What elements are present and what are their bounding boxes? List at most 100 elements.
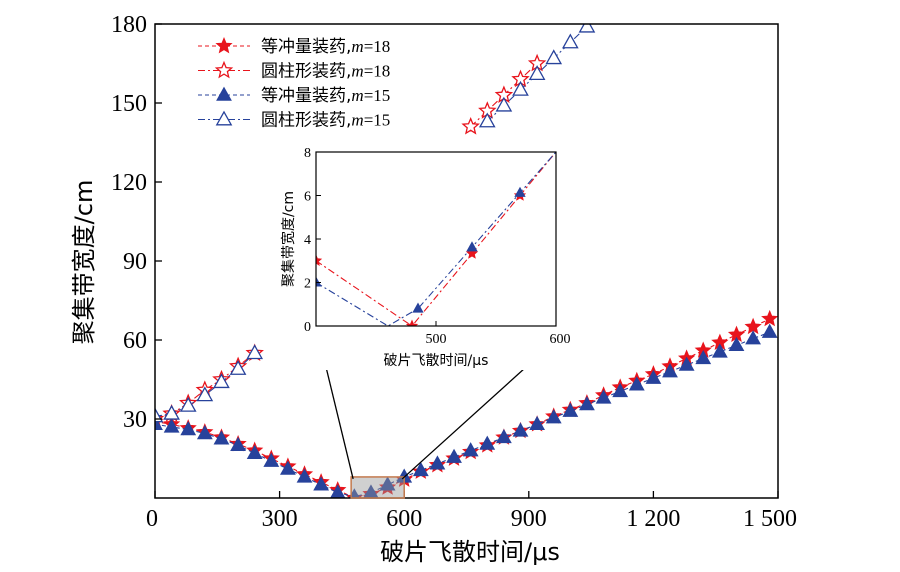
legend-label: 等冲量装药,m=15 xyxy=(261,86,390,106)
data-point xyxy=(230,436,246,452)
inset-series-2 xyxy=(316,152,556,326)
data-point xyxy=(196,425,213,440)
inset-y-tick-label: 6 xyxy=(304,190,311,205)
inset-data-point xyxy=(514,186,526,197)
data-point xyxy=(263,452,280,467)
y-tick-label: 150 xyxy=(111,91,147,117)
data-point xyxy=(246,444,263,459)
y-tick-label: 180 xyxy=(111,12,147,38)
data-point xyxy=(379,476,396,491)
legend-item: 等冲量装药,m=18 xyxy=(198,36,390,57)
data-point xyxy=(246,344,264,360)
data-point xyxy=(446,448,462,463)
data-point xyxy=(296,468,313,483)
data-point xyxy=(728,336,745,351)
data-point xyxy=(196,386,214,402)
data-point xyxy=(330,484,346,498)
y-tick-label: 30 xyxy=(123,407,147,433)
data-point xyxy=(678,356,695,371)
data-point xyxy=(695,350,712,365)
data-point xyxy=(313,476,330,491)
data-point xyxy=(562,402,579,417)
legend-label-m: m xyxy=(351,86,363,105)
inset-data-point xyxy=(316,276,322,287)
data-point xyxy=(761,309,778,327)
y-tick-label: 60 xyxy=(123,328,147,354)
data-point xyxy=(529,415,546,430)
inset-series-layer xyxy=(316,152,556,326)
legend-label: 圆柱形装药,m=18 xyxy=(261,62,390,82)
inset-series-1 xyxy=(316,152,556,326)
legend-label-suffix: =18 xyxy=(364,37,391,56)
inset-data-point xyxy=(465,246,479,259)
legend-label: 等冲量装药,m=18 xyxy=(261,37,390,57)
inset-x-axis-title: 破片飞散时间/μs xyxy=(384,353,489,369)
x-tick-label: 0 xyxy=(146,506,158,532)
data-point xyxy=(596,3,610,16)
x-tick-label: 900 xyxy=(511,506,547,532)
data-point xyxy=(462,442,479,457)
inset-series-line xyxy=(316,152,556,326)
inset-data-point xyxy=(466,241,478,252)
data-point xyxy=(179,396,197,412)
data-point xyxy=(578,24,596,33)
data-point xyxy=(363,484,379,498)
x-tick-label: 1 500 xyxy=(743,506,797,532)
data-point xyxy=(213,430,230,445)
data-point xyxy=(479,435,496,450)
legend-label-m: m xyxy=(351,111,363,130)
x-tick-label: 300 xyxy=(262,506,298,532)
data-point xyxy=(662,363,678,378)
inset-y-tick-label: 8 xyxy=(304,146,311,161)
legend-label-suffix: =18 xyxy=(364,62,391,81)
data-point xyxy=(412,461,429,477)
data-point xyxy=(280,460,296,475)
zoom-box xyxy=(350,476,405,499)
data-point xyxy=(180,421,197,436)
data-point xyxy=(711,343,728,358)
legend-label: 圆柱形装药,m=15 xyxy=(261,111,390,131)
data-point xyxy=(429,455,446,470)
legend-label-prefix: 圆柱形装药, xyxy=(261,111,351,131)
inset-y-axis-title: 聚集带宽度/cm xyxy=(280,191,297,287)
inset-axis-ticks: 0 2 4 6 8 500 600 xyxy=(304,146,571,347)
legend-label-suffix: =15 xyxy=(364,111,391,130)
inset-x-tick-label: 500 xyxy=(426,332,447,347)
legend-marker xyxy=(216,86,232,101)
x-tick-label: 1 200 xyxy=(626,506,680,532)
x-tick-label: 600 xyxy=(386,506,422,532)
data-point xyxy=(645,369,662,384)
legend-marker xyxy=(214,60,234,79)
inset-series-line xyxy=(316,152,556,326)
legend-label-m: m xyxy=(351,37,363,56)
legend-label-prefix: 等冲量装药, xyxy=(261,37,351,57)
data-point xyxy=(545,49,563,65)
inset-x-tick-label: 600 xyxy=(550,332,571,347)
x-axis-title: 破片飞散时间/μs xyxy=(380,538,560,566)
inset-chart: 0 2 4 6 8 500 600 破片飞散时间/μs 聚集带宽度/cm xyxy=(280,143,571,370)
data-point xyxy=(545,409,562,424)
inset-y-tick-label: 4 xyxy=(304,233,311,248)
y-axis-title: 聚集带宽度/cm xyxy=(70,180,98,345)
inset-data-point xyxy=(316,254,323,267)
legend-item: 圆柱形装药,m=18 xyxy=(198,60,390,82)
data-point xyxy=(745,330,761,345)
data-point xyxy=(512,80,529,96)
data-point xyxy=(495,429,512,444)
y-tick-label: 120 xyxy=(111,170,147,196)
data-point xyxy=(612,382,629,398)
data-point xyxy=(562,33,579,49)
inset-background xyxy=(283,143,570,370)
data-point xyxy=(163,404,180,420)
data-point xyxy=(461,117,480,135)
legend-marker xyxy=(215,36,233,54)
data-point xyxy=(512,422,529,437)
inset-data-point xyxy=(412,302,424,313)
data-point xyxy=(213,373,230,389)
legend-item: 圆柱形装药,m=15 xyxy=(198,111,390,131)
data-point xyxy=(478,112,496,128)
data-point xyxy=(163,418,180,433)
data-point xyxy=(761,323,778,338)
